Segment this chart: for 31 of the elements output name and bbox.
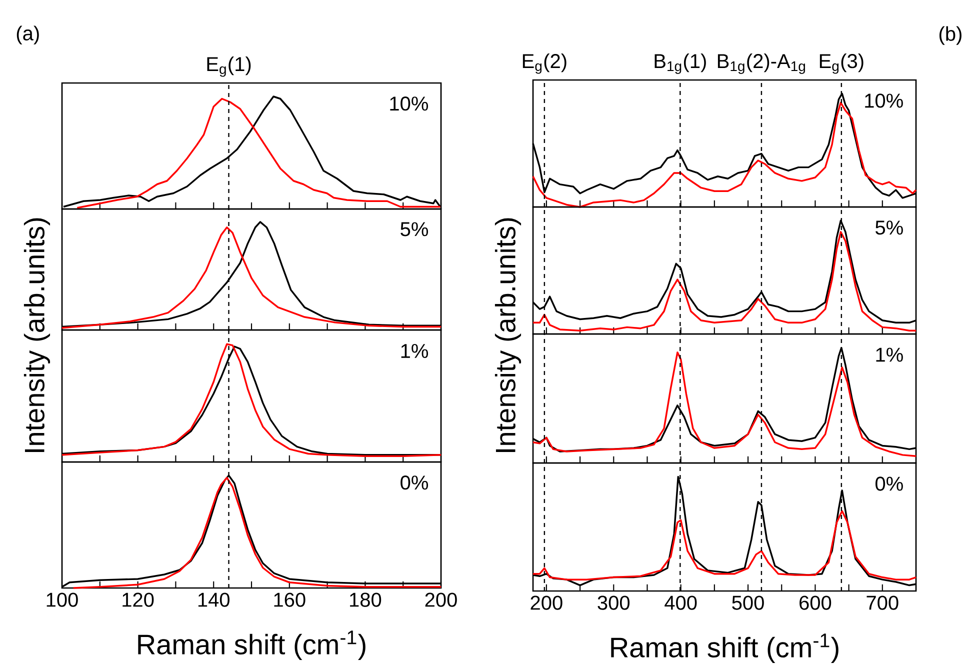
y-axis-title: Intensity (arb.units) — [494, 218, 522, 452]
annotation: 1% — [876, 348, 903, 362]
x-tick-label: 120 — [122, 592, 154, 607]
ref-line-label: B$_{1g}$(1) — [654, 54, 706, 74]
x-axis-title: Raman shift (cm$^{-1}$) — [138, 630, 366, 660]
x-tick-label: 180 — [350, 592, 382, 607]
x-tick-label: 500 — [732, 596, 764, 610]
annotation: 5% — [400, 222, 428, 236]
ref-line-label: E$_{g}$(2) — [522, 54, 566, 74]
annotation: 5% — [876, 220, 903, 235]
ref-line-label: E$_{g}$(3) — [820, 54, 864, 74]
annotation: 10% — [390, 96, 428, 111]
x-tick-label: 200 — [425, 592, 457, 607]
annotation: 10% — [865, 94, 903, 108]
x-tick-label: 140 — [198, 592, 230, 607]
y-axis-title: Intensity (arb.units) — [24, 218, 50, 452]
x-axis-title: Raman shift (cm$^{-1}$) — [611, 634, 838, 663]
x-tick-label: 400 — [664, 596, 697, 610]
annotation: 0% — [876, 476, 903, 491]
annotation: 0% — [400, 476, 428, 490]
text: (b) — [939, 26, 962, 45]
x-tick-label: 300 — [598, 596, 630, 610]
x-tick-label: 600 — [800, 596, 832, 610]
x-tick-label: 200 — [530, 596, 562, 610]
annotation: 1% — [401, 344, 428, 358]
x-tick-label: 100 — [46, 592, 78, 607]
text: (a) — [16, 26, 39, 44]
ref-line-label: B$_{1g}$(2)-A$_{1g}$ — [718, 54, 806, 74]
x-tick-label: 160 — [274, 592, 306, 607]
x-tick-label: 700 — [866, 596, 898, 610]
ref-line-label: E$_{g}$(1) — [207, 56, 251, 77]
